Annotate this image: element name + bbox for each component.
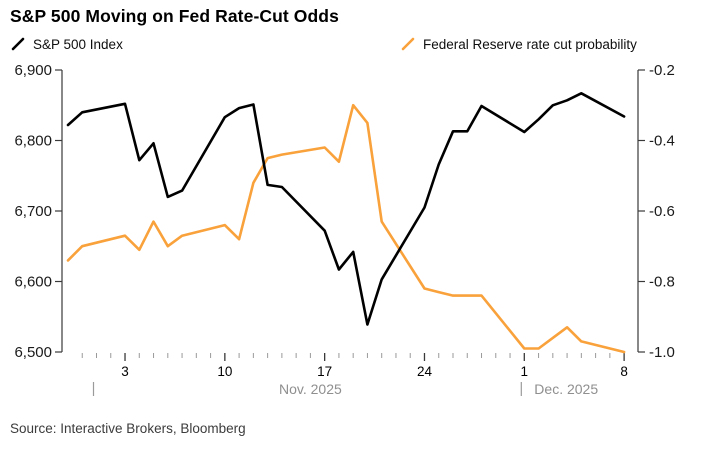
month-label: Dec. 2025 [534,381,598,397]
day-label: 10 [217,364,232,379]
legend-label-ratecut: Federal Reserve rate cut probability [423,36,637,52]
legend-label-sp500: S&P 500 Index [33,36,123,52]
series-line-sp500 [66,91,626,326]
right-axis-label: -0.4 [649,133,675,150]
left-axis-label: 6,600 [14,274,52,291]
left-axis-label: 6,500 [14,344,52,361]
left-axis-label: 6,800 [14,133,52,150]
chart-title: S&P 500 Moving on Fed Rate-Cut Odds [10,6,339,26]
day-label: 8 [620,364,628,379]
day-label: 3 [121,364,129,379]
series-line-ratecut [66,103,626,354]
right-axis-label: -0.2 [649,62,675,79]
month-label: Nov. 2025 [279,381,342,397]
left-axis-label: 6,900 [14,62,52,79]
legend-item-sp500: S&P 500 Index [10,36,123,52]
right-axis-label: -1.0 [649,344,675,361]
source-note: Source: Interactive Brokers, Bloomberg [10,421,246,436]
chart-canvas: 6,900 6,800 6,700 6,600 6,500 -0.2 -0.4 -0.6 -0.… [14,62,675,397]
day-label: 1 [521,364,529,379]
left-axis-label: 6,700 [14,203,52,220]
sp500-line-swatch-icon [11,37,25,51]
day-label: 17 [317,364,332,379]
ratecut-line-swatch-icon [401,37,415,51]
right-axis-label: -0.6 [649,203,675,220]
legend-item-ratecut: Federal Reserve rate cut probability [400,36,637,52]
day-label: 24 [417,364,433,379]
right-axis-label: -0.8 [649,274,675,291]
